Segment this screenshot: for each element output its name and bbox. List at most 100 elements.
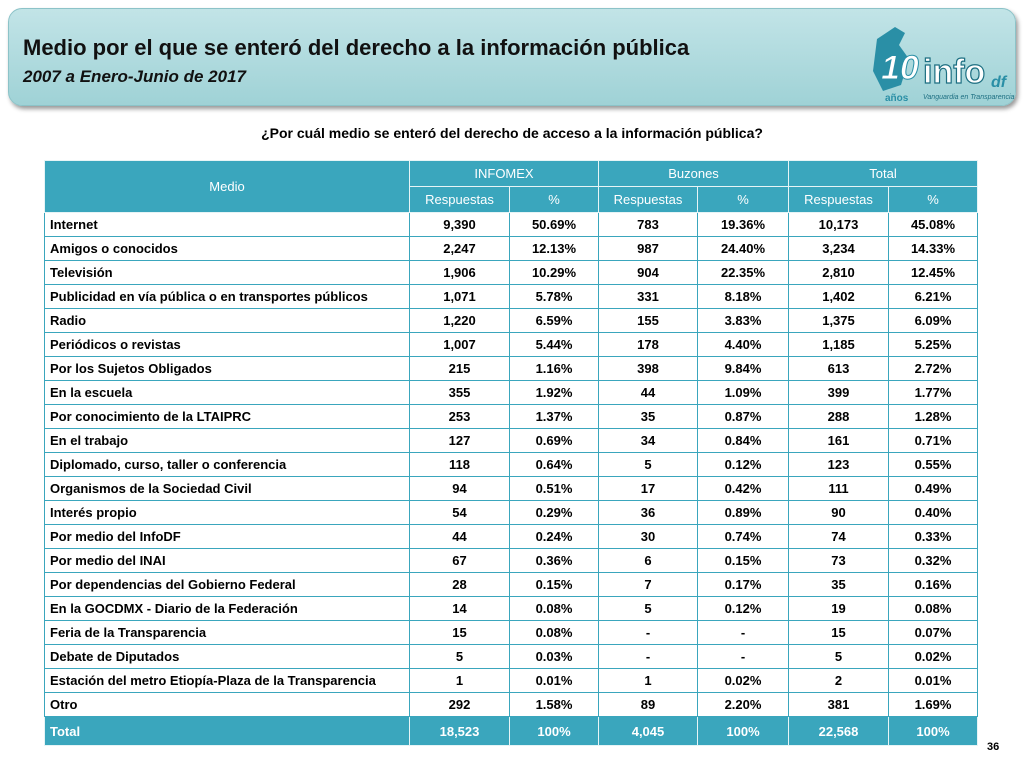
cell: 0.49% xyxy=(888,476,978,501)
row-label: En el trabajo xyxy=(44,428,410,453)
logo-years: años xyxy=(885,93,909,103)
cell: 5 xyxy=(598,452,698,477)
row-label: Televisión xyxy=(44,260,410,285)
cell: 1,906 xyxy=(409,260,510,285)
cell: 5.78% xyxy=(509,284,599,309)
cell: 0.01% xyxy=(888,668,978,693)
cell: 5 xyxy=(598,596,698,621)
cell: 0.08% xyxy=(509,620,599,645)
cell: 127 xyxy=(409,428,510,453)
logo-number: 10 xyxy=(881,49,919,87)
cell: 1 xyxy=(409,668,510,693)
header-row: Medio INFOMEX Buzones Total xyxy=(44,160,978,213)
cell: 1.16% xyxy=(509,356,599,381)
cell: 0.42% xyxy=(697,476,789,501)
row-label: Estación del metro Etiopía-Plaza de la T… xyxy=(44,668,410,693)
cell: 7 xyxy=(598,572,698,597)
table-row: Estación del metro Etiopía-Plaza de la T… xyxy=(44,668,978,693)
question: ¿Por cuál medio se enteró del derecho de… xyxy=(261,125,763,141)
cell: 10.29% xyxy=(509,260,599,285)
cell: 35 xyxy=(598,404,698,429)
cell: 5 xyxy=(409,644,510,669)
logo-suffix: df xyxy=(991,74,1008,91)
table-row: Feria de la Transparencia 15 0.08% - -15 0.07… xyxy=(44,620,978,645)
cell: 215 xyxy=(409,356,510,381)
subtitle: 2007 a Enero-Junio de 2017 xyxy=(23,67,246,86)
cell: 987 xyxy=(598,236,698,261)
cell: 34 xyxy=(598,428,698,453)
logo-tagline: Vanguardia en Transparencia xyxy=(923,94,1015,101)
cell: 399 xyxy=(788,380,889,405)
group-header: Buzones xyxy=(598,160,789,187)
cell: 14.33% xyxy=(888,236,978,261)
cell: 1,220 xyxy=(409,308,510,333)
cell: 1,375 xyxy=(788,308,889,333)
header-banner: Medio por el que se enteró del derecho a… xyxy=(8,8,1016,106)
cell: 0.17% xyxy=(697,572,789,597)
cell: 8.18% xyxy=(697,284,789,309)
cell: 0.87% xyxy=(697,404,789,429)
cell: 355 xyxy=(409,380,510,405)
cell: 0.51% xyxy=(509,476,599,501)
cell: 28 xyxy=(409,572,510,597)
cell: 2,247 xyxy=(409,236,510,261)
cell: 178 xyxy=(598,332,698,357)
cell: 36 xyxy=(598,500,698,525)
cell: 0.69% xyxy=(509,428,599,453)
cell: 0.08% xyxy=(888,596,978,621)
cell: 6.09% xyxy=(888,308,978,333)
cell: 2 xyxy=(788,668,889,693)
total-cell: 4,045 xyxy=(598,716,698,746)
row-label: Organismos de la Sociedad Civil xyxy=(44,476,410,501)
cell: 9.84% xyxy=(697,356,789,381)
cell: 288 xyxy=(788,404,889,429)
subheader: % xyxy=(888,186,978,213)
cell: 19.36% xyxy=(697,212,789,237)
row-label: Por medio del INAI xyxy=(44,548,410,573)
cell: 44 xyxy=(598,380,698,405)
table-row: Por dependencias del Gobierno Federal 28 0… xyxy=(44,572,978,597)
total-label: Total xyxy=(44,716,410,746)
row-label: Por dependencias del Gobierno Federal xyxy=(44,572,410,597)
cell: 0.32% xyxy=(888,548,978,573)
row-label: Feria de la Transparencia xyxy=(44,620,410,645)
table-row: Debate de Diputados 5 0.03% - -5 0.02% xyxy=(44,644,978,669)
cell: 118 xyxy=(409,452,510,477)
table-row: Diplomado, curso, taller o conferencia 11… xyxy=(44,452,978,477)
cell: 0.74% xyxy=(697,524,789,549)
cell: 0.40% xyxy=(888,500,978,525)
subheader: Respuestas xyxy=(409,186,510,213)
cell: 3.83% xyxy=(697,308,789,333)
row-label: Otro xyxy=(44,692,410,717)
cell: 50.69% xyxy=(509,212,599,237)
cell: 0.07% xyxy=(888,620,978,645)
cell: 1,071 xyxy=(409,284,510,309)
cell: 0.08% xyxy=(509,596,599,621)
table-row: Por medio del InfoDF 44 0.24% 30 0.74% 74 0.33… xyxy=(44,524,978,549)
cell: 12.13% xyxy=(509,236,599,261)
cell: 4.40% xyxy=(697,332,789,357)
cell: 0.12% xyxy=(697,452,789,477)
cell: 0.16% xyxy=(888,572,978,597)
cell: 0.12% xyxy=(697,596,789,621)
cell: 0.71% xyxy=(888,428,978,453)
total-cell: 100% xyxy=(509,716,599,746)
cell: 1.69% xyxy=(888,692,978,717)
cell: 94 xyxy=(409,476,510,501)
cell: 161 xyxy=(788,428,889,453)
table-row: Organismos de la Sociedad Civil 94 0.51% 17… xyxy=(44,476,978,501)
row-label: En la escuela xyxy=(44,380,410,405)
cell: 0.89% xyxy=(697,500,789,525)
table-row: Televisión 1,906 10.29% 904 22.35% 2,810 12.45… xyxy=(44,260,978,285)
table-row: Por los Sujetos Obligados 215 1.16% 398 9.84… xyxy=(44,356,978,381)
logo-shape xyxy=(873,27,909,91)
cell: 14 xyxy=(409,596,510,621)
cell: 89 xyxy=(598,692,698,717)
cell: 0.55% xyxy=(888,452,978,477)
total-cell: 22,568 xyxy=(788,716,889,746)
cell: 3,234 xyxy=(788,236,889,261)
table-row: En la escuela 355 1.92% 44 1.09% 399 1.77% xyxy=(44,380,978,405)
total-row: Total 18,523 100% 4,045 100% 22,568 100% xyxy=(44,716,978,746)
row-label: Debate de Diputados xyxy=(44,644,410,669)
title: Medio por el que se enteró del derecho a… xyxy=(23,35,690,60)
